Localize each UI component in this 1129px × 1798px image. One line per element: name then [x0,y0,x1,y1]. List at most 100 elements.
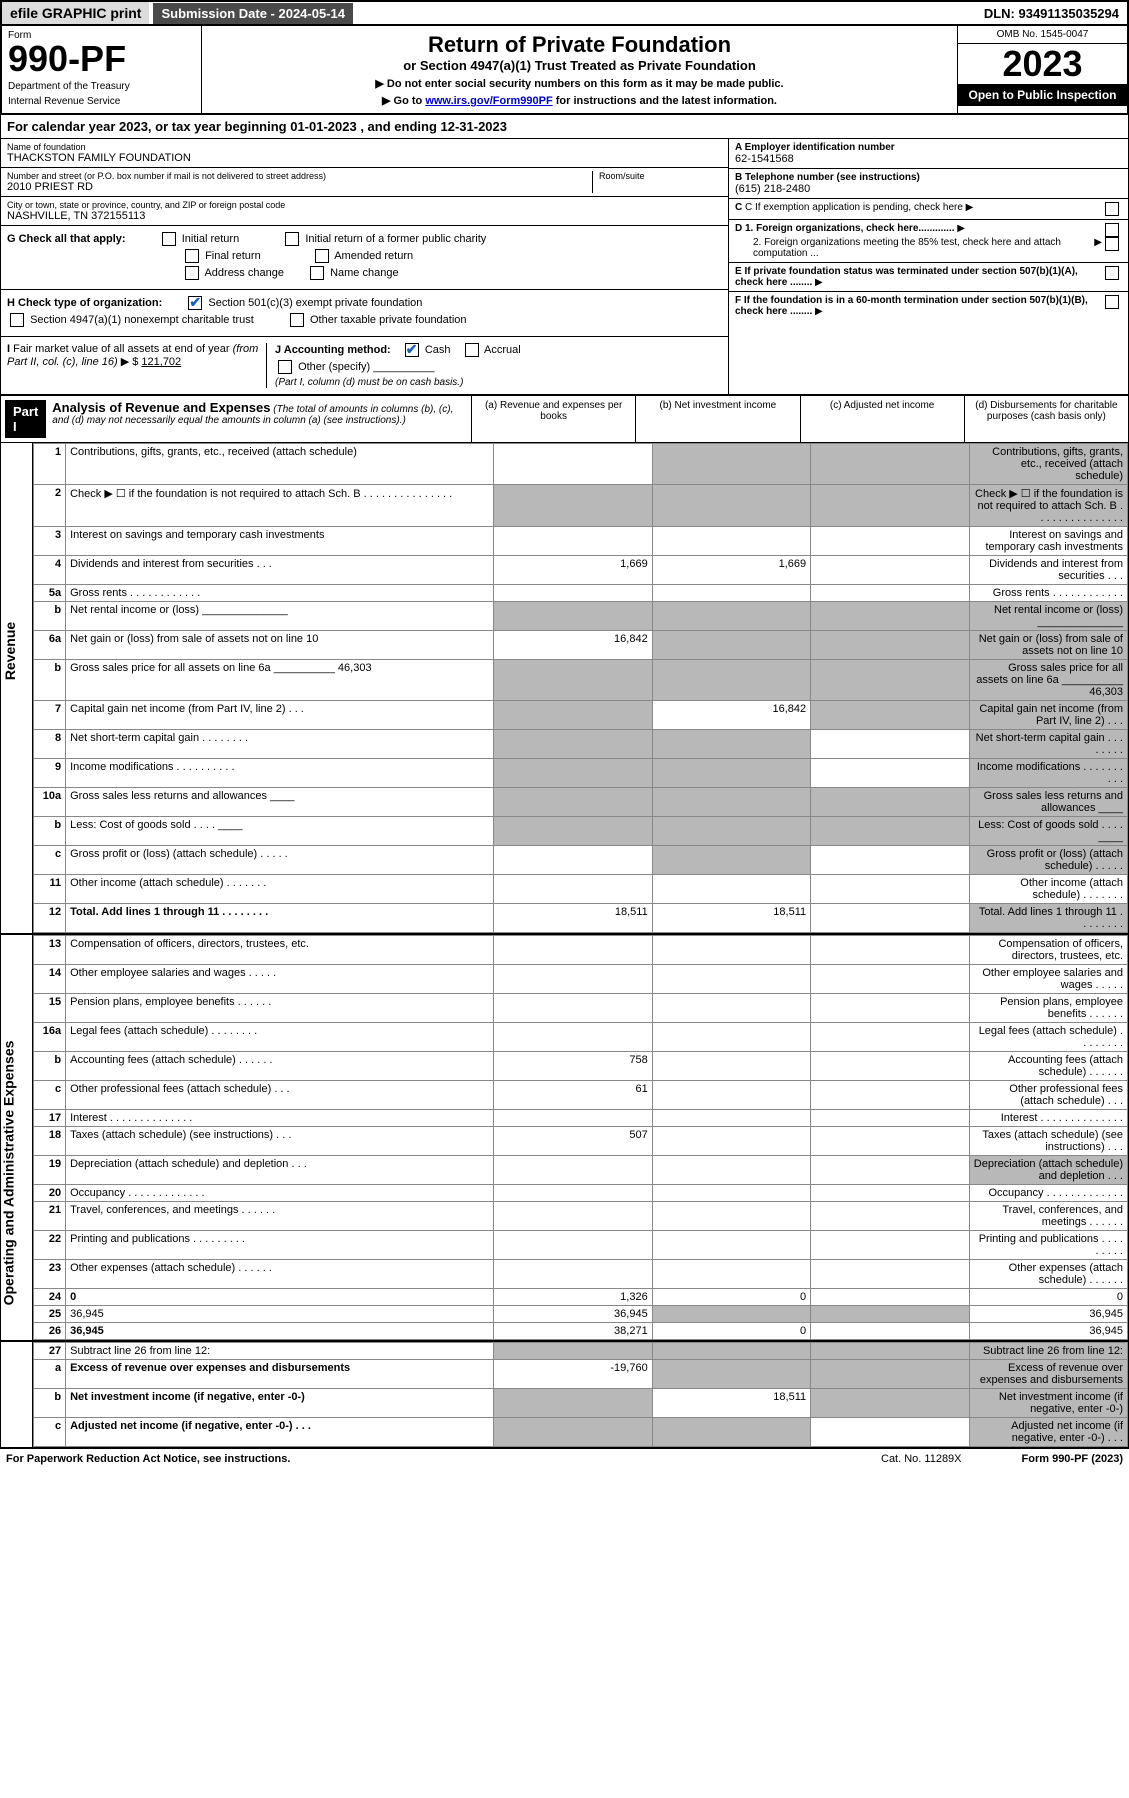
col-c-value [811,817,969,846]
col-b-value [652,1343,810,1360]
col-a-value: 36,945 [494,1306,652,1323]
col-b-value [652,1185,810,1202]
85pct-test-checkbox[interactable] [1105,237,1119,251]
exemption-pending-checkbox[interactable] [1105,202,1119,216]
address-change-checkbox[interactable] [185,266,199,280]
col-a-value [494,1418,652,1447]
h-label: H Check type of organization: [7,297,162,309]
table-row: 18Taxes (attach schedule) (see instructi… [34,1127,1128,1156]
foundation-name-field: Name of foundation THACKSTON FAMILY FOUN… [1,139,728,168]
part1-header-row: Part I Analysis of Revenue and Expenses … [1,394,1128,443]
accrual-checkbox[interactable] [465,343,479,357]
line-number: b [34,602,66,631]
opt-former-charity: Initial return of a former public charit… [305,233,486,245]
former-charity-checkbox[interactable] [285,232,299,246]
revenue-table: 1Contributions, gifts, grants, etc., rec… [33,443,1128,933]
col-d-value: Other employee salaries and wages . . . … [969,965,1127,994]
line-description: Less: Cost of goods sold . . . . ____ [66,817,494,846]
line-number: 18 [34,1127,66,1156]
col-c-value [811,660,969,701]
cash-checkbox[interactable] [405,343,419,357]
line-number: b [34,817,66,846]
col-a-value: 18,511 [494,904,652,933]
foreign-org-checkbox[interactable] [1105,223,1119,237]
col-c-value [811,444,969,485]
ssn-warning: ▶ Do not enter social security numbers o… [208,77,951,90]
501c3-checkbox[interactable] [188,296,202,310]
line-number: 1 [34,444,66,485]
expenses-table: 13Compensation of officers, directors, t… [33,935,1128,1340]
col-c-value [811,875,969,904]
col-d-value: Legal fees (attach schedule) . . . . . .… [969,1023,1127,1052]
col-a-value [494,965,652,994]
line-number: 25 [34,1306,66,1323]
amended-return-checkbox[interactable] [315,249,329,263]
table-row: 17Interest . . . . . . . . . . . . . .In… [34,1110,1128,1127]
col-d-value: Gross sales less returns and allowances … [969,788,1127,817]
col-b-value [652,817,810,846]
col-d-value: Accounting fees (attach schedule) . . . … [969,1052,1127,1081]
table-row: 6aNet gain or (loss) from sale of assets… [34,631,1128,660]
initial-return-checkbox[interactable] [162,232,176,246]
line-number: 26 [34,1323,66,1340]
line-description: Dividends and interest from securities .… [66,556,494,585]
form-ref: Form 990-PF (2023) [1022,1453,1123,1465]
other-taxable-checkbox[interactable] [290,313,304,327]
other-method-checkbox[interactable] [278,360,292,374]
omb-number: OMB No. 1545-0047 [958,26,1127,44]
expenses-label-text: Operating and Administrative Expenses [0,1041,16,1306]
line-number: 16a [34,1023,66,1052]
c-label: C If exemption application is pending, c… [745,202,963,213]
col-d-value: Subtract line 26 from line 12: [969,1343,1127,1360]
goto-instr: ▶ Go to www.irs.gov/Form990PF for instru… [208,94,951,107]
col-c-value [811,788,969,817]
col-d-value: Total. Add lines 1 through 11 . . . . . … [969,904,1127,933]
status-terminated-checkbox[interactable] [1105,266,1119,280]
table-row: 9Income modifications . . . . . . . . . … [34,759,1128,788]
line-description: Adjusted net income (if negative, enter … [66,1418,494,1447]
line-description: Interest . . . . . . . . . . . . . . [66,1110,494,1127]
col-d-value: Gross rents . . . . . . . . . . . . [969,585,1127,602]
phone-label: B Telephone number (see instructions) [735,172,1122,183]
line-number: 7 [34,701,66,730]
revenue-block: Revenue 1Contributions, gifts, grants, e… [1,443,1128,933]
opt-cash: Cash [425,344,451,356]
name-change-checkbox[interactable] [310,266,324,280]
col-d-value: Capital gain net income (from Part IV, l… [969,701,1127,730]
col-c-value [811,585,969,602]
line-number: b [34,660,66,701]
col-c-value [811,1185,969,1202]
col-b-header: (b) Net investment income [635,396,799,442]
col-b-value [652,965,810,994]
col-c-value [811,1052,969,1081]
part1-badge: Part I [5,400,46,438]
col-b-value [652,788,810,817]
col-a-value: 38,271 [494,1323,652,1340]
line-description: Legal fees (attach schedule) . . . . . .… [66,1023,494,1052]
60month-checkbox[interactable] [1105,295,1119,309]
dln: DLN: 93491135035294 [976,3,1127,24]
line-number: 17 [34,1110,66,1127]
line-description: Gross rents . . . . . . . . . . . . [66,585,494,602]
line-description: Net investment income (if negative, ente… [66,1389,494,1418]
4947-checkbox[interactable] [10,313,24,327]
col-a-header: (a) Revenue and expenses per books [471,396,635,442]
col-b-value: 0 [652,1323,810,1340]
col-b-value [652,444,810,485]
addr-label: Number and street (or P.O. box number if… [7,171,592,181]
col-b-value [652,1052,810,1081]
efile-label[interactable]: efile GRAPHIC print [2,2,149,24]
table-row: 12Total. Add lines 1 through 11 . . . . … [34,904,1128,933]
col-d-value: Travel, conferences, and meetings . . . … [969,1202,1127,1231]
net-table: 27Subtract line 26 from line 12:Subtract… [33,1342,1128,1447]
col-b-value: 0 [652,1289,810,1306]
form990pf-link[interactable]: www.irs.gov/Form990PF [425,95,552,107]
col-d-value: Adjusted net income (if negative, enter … [969,1418,1127,1447]
table-row: 23Other expenses (attach schedule) . . .… [34,1260,1128,1289]
final-return-checkbox[interactable] [185,249,199,263]
table-row: bNet investment income (if negative, ent… [34,1389,1128,1418]
line-number: 9 [34,759,66,788]
line-number: 4 [34,556,66,585]
part1-title: Analysis of Revenue and Expenses [52,400,270,415]
col-a-value [494,527,652,556]
